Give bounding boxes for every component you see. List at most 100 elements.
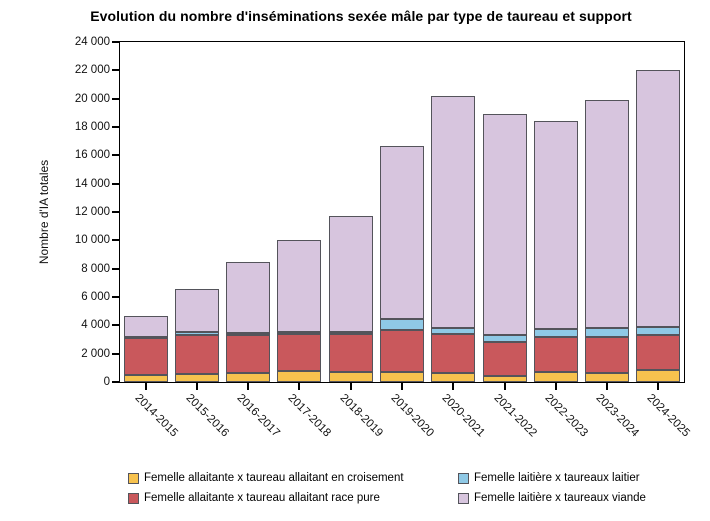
- legend-item-race-pure: Femelle allaitante x taureau allaitant r…: [128, 488, 458, 508]
- bar-segment: [533, 372, 578, 382]
- y-tick-label: 2 000: [81, 347, 110, 360]
- x-tick: [657, 383, 660, 390]
- x-axis-label: 2015-2016: [183, 392, 231, 440]
- y-tick: [112, 239, 119, 242]
- bar-segment: [533, 120, 578, 329]
- bar-segment: [636, 369, 681, 382]
- bar-segment: [380, 318, 424, 330]
- legend-label: Femelle laitière x taureaux laitier: [474, 472, 640, 484]
- x-axis-label: 2020-2021: [439, 392, 488, 440]
- legend-swatch-viande: [458, 492, 469, 504]
- bar-segment: [328, 333, 373, 373]
- legend-item-viande: Femelle laitière x taureaux viande: [458, 488, 646, 508]
- legend-label: Femelle allaitante x taureau allaitant e…: [144, 472, 404, 484]
- legend-item-laitier: Femelle laitière x taureaux laitier: [458, 468, 646, 488]
- x-axis-label: 2017-2018: [285, 392, 334, 440]
- bar-segment: [636, 327, 681, 335]
- bar-segment: [123, 338, 168, 375]
- legend-swatch-race-pure: [128, 492, 139, 504]
- bar-segment: [636, 334, 681, 370]
- y-tick: [112, 381, 119, 383]
- y-tick-label: 18 000: [74, 121, 110, 133]
- bar-segment: [585, 372, 630, 382]
- bar-segment: [431, 95, 476, 329]
- x-tick: [401, 383, 403, 390]
- y-tick-label: 14 000: [74, 177, 110, 190]
- legend-swatch-croisement: [128, 472, 139, 484]
- bar-segment: [380, 372, 424, 382]
- x-tick: [349, 383, 352, 390]
- legend-swatch-laitier: [458, 472, 469, 484]
- bar-segment: [482, 334, 527, 343]
- x-tick: [452, 383, 455, 390]
- bar-segment: [328, 372, 373, 382]
- x-tick: [503, 383, 506, 390]
- chart-title: Evolution du nombre d'inséminations sexé…: [90, 8, 632, 24]
- bar-segment: [174, 335, 219, 375]
- x-axis-label: 2014-2015: [132, 392, 180, 440]
- y-tick-label: 12 000: [74, 206, 110, 218]
- y-tick-label: 8 000: [81, 262, 110, 275]
- bar-segment: [174, 289, 219, 333]
- x-axis-label: 2024-2025: [644, 392, 693, 440]
- bar-segment: [636, 69, 681, 328]
- y-tick: [112, 41, 119, 43]
- y-tick-label: 10 000: [74, 234, 110, 247]
- bar-segment: [585, 328, 630, 337]
- bar-segment: [277, 333, 322, 372]
- y-tick-label: 0: [103, 376, 110, 388]
- bar-segment: [123, 374, 168, 382]
- y-tick: [112, 182, 119, 185]
- y-tick: [112, 352, 119, 355]
- y-tick-label: 20 000: [74, 92, 110, 105]
- x-tick: [247, 383, 250, 390]
- y-tick-label: 24 000: [74, 36, 110, 48]
- bar-segment: [380, 146, 424, 319]
- bar-segment: [277, 371, 322, 382]
- bar-segment: [585, 336, 630, 373]
- bar-segment: [585, 100, 630, 329]
- legend-label: Femelle laitière x taureaux viande: [474, 492, 646, 504]
- x-tick: [195, 383, 198, 390]
- bar-segment: [482, 113, 527, 335]
- bar-segment: [277, 239, 322, 333]
- y-tick: [112, 97, 119, 100]
- bar-segment: [328, 216, 373, 333]
- x-axis-label: 2019-2020: [388, 392, 436, 440]
- bar-segment: [482, 342, 527, 376]
- x-tick: [606, 383, 609, 390]
- legend-item-croisement: Femelle allaitante x taureau allaitant e…: [128, 468, 458, 488]
- y-tick-label: 22 000: [74, 64, 110, 77]
- y-tick-label: 4 000: [81, 319, 110, 332]
- y-tick: [112, 211, 119, 213]
- bar-segment: [226, 335, 271, 373]
- x-axis-label: 2021-2022: [491, 392, 539, 440]
- x-axis-label: 2022-2023: [542, 392, 590, 440]
- legend: Femelle allaitante x taureau allaitant e…: [128, 468, 646, 508]
- y-tick: [112, 296, 119, 298]
- legend-label: Femelle allaitante x taureau allaitant r…: [144, 492, 380, 504]
- bar-segment: [431, 333, 476, 374]
- bar-segment: [533, 336, 578, 373]
- y-tick: [112, 267, 119, 270]
- y-tick: [112, 69, 119, 72]
- y-tick-label: 6 000: [81, 291, 110, 303]
- bar-segment: [533, 328, 578, 337]
- bar-segment: [174, 332, 219, 336]
- bars-layer: [120, 42, 684, 382]
- x-axis-label: 2023-2024: [593, 392, 641, 440]
- x-tick: [144, 383, 147, 390]
- y-tick: [112, 324, 119, 327]
- y-tick: [112, 154, 119, 157]
- bar-segment: [226, 333, 271, 336]
- x-axis-label: 2016-2017: [234, 392, 283, 440]
- x-tick: [298, 383, 301, 390]
- bar-segment: [380, 329, 424, 373]
- bar-segment: [226, 372, 271, 382]
- bar-segment: [482, 375, 527, 382]
- bar-segment: [123, 316, 168, 337]
- y-tick-label: 16 000: [74, 149, 110, 162]
- x-axis-label: 2018-2019: [337, 392, 385, 440]
- bar-segment: [174, 374, 219, 382]
